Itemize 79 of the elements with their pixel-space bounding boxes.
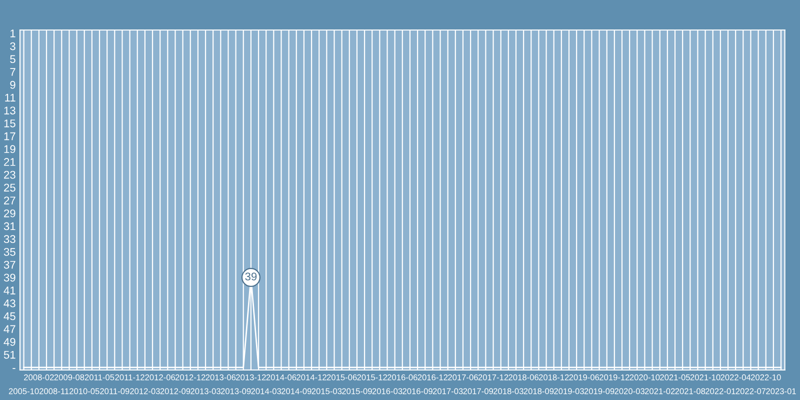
y-tick-label: 11 [5,94,16,102]
x-tick-label: 2015-09 [342,388,372,394]
x-tick-label: 2008-11 [40,388,69,394]
x-tick-label: 2020-10 [630,374,660,380]
x-tick-label: 2016-09 [402,388,432,394]
x-tick-label: 2016-12 [418,374,448,380]
x-tick-label: 2014-12 [296,374,326,380]
x-tick-label: 2022-04 [720,374,751,380]
x-tick-label: 2013-09 [220,388,251,394]
x-tick-label: 2019-03 [554,388,584,394]
y-tick-label: 21 [4,158,16,166]
x-tick-label: 2017-09 [463,388,494,394]
y-tick-label: 5 [10,55,16,64]
x-tick-label: 2021-10 [690,374,720,380]
x-tick-label: 2018-03 [494,388,524,394]
x-tick-label: 2022-01 [706,388,736,394]
x-tick-label: 2021-08 [675,388,706,394]
x-tick-label: 2022-07 [736,388,766,394]
x-tick-label: 2017-12 [478,374,508,380]
x-tick-label: 2015-12 [357,374,387,380]
x-tick-label: 2005-10 [8,388,39,394]
x-tick-label: 2015-03 [312,388,342,394]
x-tick-label: 2018-09 [524,388,554,394]
y-tick-label: 43 [4,299,16,308]
y-tick-label: 27 [4,196,16,204]
y-tick-label: 39 [4,274,16,282]
x-tick-label: 2017-06 [448,374,478,380]
x-tick-label: 2018-06 [508,374,538,380]
x-tick-label: 2014-09 [282,388,312,394]
x-tick-label: 2021-02 [644,388,675,394]
y-tick-label: 9 [10,80,16,89]
y-tick-label: 35 [4,248,16,256]
x-tick-label: 2012-03 [130,388,160,394]
y-tick-label: 23 [4,170,16,179]
y-tick-label: 25 [4,184,16,192]
x-tick-label: 2012-09 [160,388,190,394]
x-tick-label: 2012-06 [145,374,176,380]
x-tick-label: 2008-02 [24,374,54,380]
y-tick-label: 19 [4,145,16,154]
x-tick-label: 2019-09 [584,388,614,394]
x-tick-label: 2011-09 [100,388,130,394]
x-tick-label: 2019-12 [600,374,630,380]
y-tick-label: 1 [10,30,16,38]
x-tick-label: 2013-03 [190,388,220,394]
y-tick-label: 3 [10,42,16,50]
x-tick-label: 2020-03 [614,388,644,394]
y-tick-label: 29 [4,209,16,218]
x-tick-label: 2013-06 [206,374,236,380]
x-tick-label: 2016-03 [372,388,402,394]
x-tick-label: 2012-12 [176,374,206,380]
y-tick-label: 7 [10,68,16,76]
y-tick-label: 33 [4,235,16,244]
y-tick-label: 31 [4,222,16,230]
y-tick-label: - [12,368,16,369]
y-tick-label: 37 [4,260,16,269]
y-tick-label: 51 [4,350,16,359]
x-tick-label: 2023-01 [766,388,796,394]
x-tick-label: 2011-12 [115,374,144,380]
y-tick-label: 45 [4,312,16,320]
x-tick-label: 2013-12 [236,374,266,380]
x-tick-label: 2021-05 [660,374,690,380]
x-tick-label: 2016-06 [388,374,418,380]
x-tick-label: 2011-05 [84,374,114,380]
x-tick-label: 2014-03 [251,388,282,394]
y-tick-label: 49 [4,338,16,346]
x-tick-label: 2009-08 [54,374,84,380]
x-tick-label: 2010-05 [69,388,100,394]
y-tick-label: 15 [4,120,16,128]
x-tick-label: 2019-06 [569,374,600,380]
y-tick-label: 17 [4,132,16,140]
y-tick-label: 47 [4,325,16,333]
x-tick-label: 2018-12 [538,374,569,380]
y-tick-label: 13 [4,106,16,114]
x-tick-label: 2015-06 [326,374,357,380]
data-label: 39 [245,272,257,280]
x-tick-label: 2017-03 [432,388,463,394]
y-tick-label: 41 [4,286,16,294]
x-tick-label: 2014-06 [266,374,296,380]
x-tick-label: 2022-10 [751,374,781,380]
